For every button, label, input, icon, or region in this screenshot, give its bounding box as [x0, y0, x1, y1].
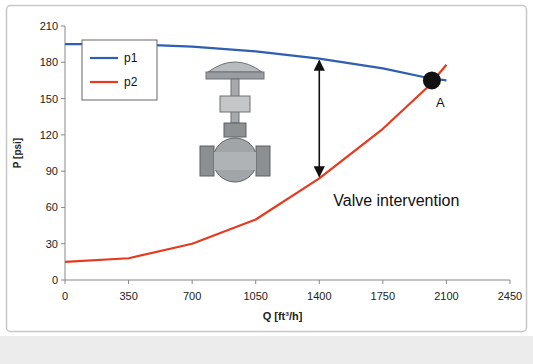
annotation: A	[436, 95, 445, 110]
x-tick-label: 1400	[307, 290, 331, 302]
legend-swatch	[90, 57, 118, 59]
legend: p1 p2	[82, 40, 157, 100]
y-tick	[61, 171, 65, 172]
frame	[7, 6, 527, 332]
legend-label: p1	[124, 51, 138, 65]
x-tick-label: 1050	[243, 290, 267, 302]
y-tick	[61, 243, 65, 244]
y-tick	[61, 134, 65, 135]
y-tick	[61, 207, 65, 208]
y-tick-label: 30	[46, 238, 58, 250]
y-tick-label: 180	[40, 56, 58, 68]
x-tick	[446, 280, 447, 284]
legend-swatch	[90, 81, 118, 83]
x-tick	[192, 280, 193, 284]
y-axis-label: P [psi]	[12, 138, 23, 168]
x-tick-label: 2100	[434, 290, 458, 302]
y-tick	[61, 98, 65, 99]
legend-label: p2	[124, 75, 138, 89]
x-axis	[65, 280, 510, 281]
x-tick	[128, 280, 129, 284]
point-marker	[423, 71, 441, 89]
legend-box	[82, 40, 157, 100]
x-tick	[510, 280, 511, 284]
x-axis-label: Q [ft³/h]	[263, 310, 303, 322]
x-tick-label: 350	[119, 290, 137, 302]
y-axis	[65, 26, 66, 280]
y-tick-label: 0	[52, 274, 58, 286]
x-tick-label: 2450	[498, 290, 522, 302]
valve-icon	[200, 62, 270, 182]
y-tick	[61, 26, 65, 27]
y-tick	[61, 280, 65, 281]
footer-band	[0, 336, 533, 364]
arrow	[318, 61, 320, 177]
x-tick	[319, 280, 320, 284]
x-tick	[382, 280, 383, 284]
x-tick-label: 0	[62, 290, 68, 302]
y-tick-label: 90	[46, 165, 58, 177]
y-tick-label: 210	[40, 20, 58, 32]
x-tick	[65, 280, 66, 284]
x-tick-label: 700	[183, 290, 201, 302]
x-tick	[255, 280, 256, 284]
y-tick	[61, 62, 65, 63]
x-tick-label: 1750	[371, 290, 395, 302]
y-tick-label: 60	[46, 201, 58, 213]
chart: 0306090120150180210035070010501400175021…	[0, 0, 533, 364]
annotation: Valve intervention	[333, 192, 459, 209]
y-tick-label: 150	[40, 93, 58, 105]
y-tick-label: 120	[40, 129, 58, 141]
